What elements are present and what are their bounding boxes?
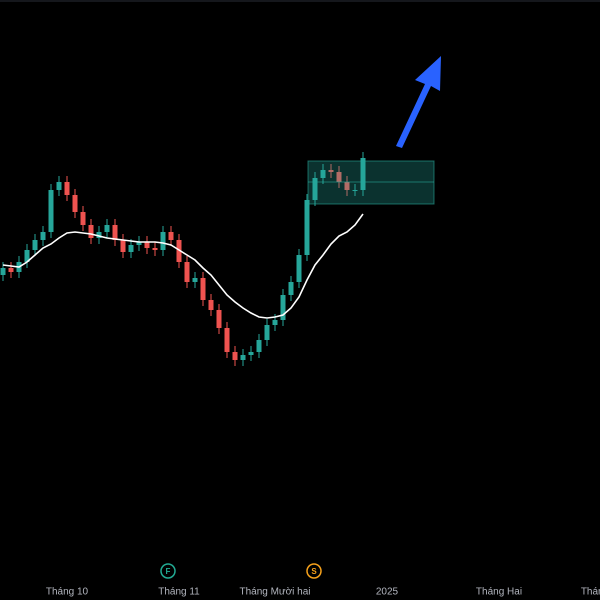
candle-body <box>264 325 270 340</box>
candle-body <box>40 232 46 240</box>
candle-body <box>120 240 126 252</box>
candle-body <box>24 250 30 262</box>
candle-body <box>184 262 190 282</box>
x-tick-label: Tháng <box>581 587 600 598</box>
candle-body <box>344 182 350 190</box>
candle-body <box>192 278 198 282</box>
candle-body <box>320 170 326 178</box>
candle-body <box>360 158 366 190</box>
x-tick-label: Tháng 11 <box>158 587 200 598</box>
candle-body <box>304 200 310 255</box>
moving-average-line <box>2 213 364 319</box>
candle-body <box>152 248 158 250</box>
candle-body <box>328 170 334 172</box>
candle-body <box>352 190 358 191</box>
candle-body <box>160 232 166 250</box>
arrow <box>396 56 441 148</box>
candle-body <box>0 268 6 275</box>
event-icon[interactable] <box>306 563 322 579</box>
candle-body <box>200 278 206 300</box>
candle-body <box>296 255 302 282</box>
candle-body <box>280 295 286 320</box>
candle-body <box>248 352 254 355</box>
event-label[interactable]: F <box>166 567 171 576</box>
candle-body <box>224 328 230 352</box>
candle-body <box>288 282 294 295</box>
candle-body <box>80 212 86 225</box>
x-tick-label: Tháng Hai <box>476 587 522 598</box>
candle-body <box>256 340 262 352</box>
candle-body <box>104 225 110 232</box>
candle-body <box>336 172 342 182</box>
x-tick-label: Tháng Mười hai <box>239 587 310 598</box>
candle-body <box>272 320 278 325</box>
candle-body <box>144 242 150 248</box>
plot <box>0 152 366 366</box>
candle-body <box>176 240 182 262</box>
candle-body <box>128 245 134 252</box>
candle-body <box>136 242 142 245</box>
x-tick-label: Tháng 10 <box>46 587 89 598</box>
x-tick-label: 2025 <box>376 587 399 598</box>
candle-body <box>88 225 94 238</box>
candle-body <box>64 182 70 195</box>
candle-body <box>56 182 62 190</box>
candle-body <box>48 190 54 232</box>
candle-body <box>96 232 102 238</box>
candle-body <box>216 310 222 328</box>
candle-body <box>8 268 14 272</box>
candle-body <box>32 240 38 250</box>
candle-body <box>312 178 318 200</box>
candle-body <box>72 195 78 212</box>
candle-body <box>208 300 214 310</box>
candle-body <box>240 355 246 360</box>
event-icon[interactable] <box>160 563 176 579</box>
event-label[interactable]: S <box>311 567 317 576</box>
candle-body <box>168 232 174 240</box>
candle-body <box>112 225 118 240</box>
candle-body <box>232 352 238 360</box>
